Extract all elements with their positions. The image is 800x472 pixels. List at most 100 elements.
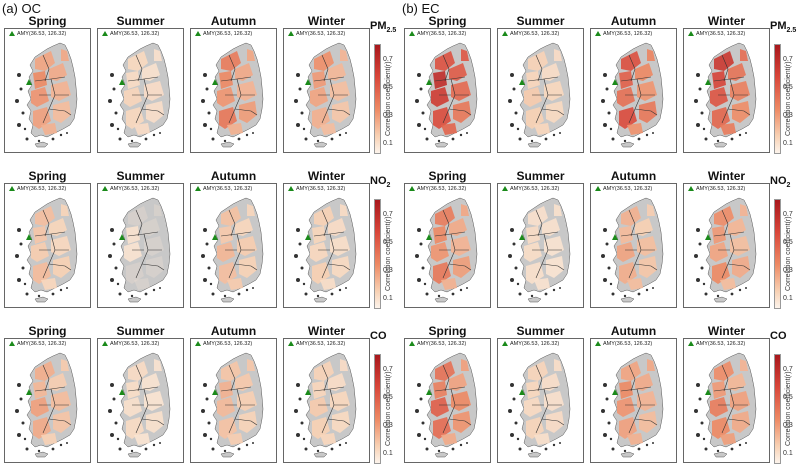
island bbox=[696, 123, 700, 127]
map-frame: AMY(36.53, 126.32) bbox=[283, 28, 370, 153]
correlation-region bbox=[219, 107, 237, 129]
island bbox=[745, 132, 747, 134]
triangle-icon bbox=[502, 341, 508, 346]
correlation-region bbox=[637, 236, 657, 256]
korea-map bbox=[601, 197, 664, 303]
island bbox=[17, 73, 21, 77]
colorbar-tick: 0.7 bbox=[383, 211, 393, 218]
island bbox=[700, 111, 704, 115]
correlation-region bbox=[534, 123, 550, 135]
correlation-region bbox=[219, 71, 233, 89]
correlation-region bbox=[320, 433, 336, 445]
island bbox=[51, 292, 55, 296]
island bbox=[512, 397, 516, 401]
correlation-region bbox=[332, 256, 350, 278]
station-marker-icon bbox=[612, 234, 618, 240]
island bbox=[417, 73, 421, 77]
station-legend: AMY(36.53, 126.32) bbox=[502, 341, 559, 347]
station-label-text: AMY(36.53, 126.32) bbox=[296, 341, 346, 347]
triangle-icon bbox=[502, 31, 508, 36]
colorbar-tick: 0.5 bbox=[783, 394, 793, 401]
island bbox=[611, 137, 615, 141]
map-frame: AMY(36.53, 126.32) bbox=[683, 28, 770, 153]
island bbox=[296, 278, 300, 282]
island bbox=[59, 133, 63, 137]
correlation-region bbox=[217, 397, 235, 417]
island bbox=[159, 132, 161, 134]
correlation-region bbox=[33, 381, 47, 399]
station-marker-icon bbox=[305, 79, 311, 85]
triangle-icon bbox=[688, 341, 694, 346]
triangle-icon bbox=[288, 186, 294, 191]
correlation-region bbox=[328, 218, 346, 236]
station-label-text: AMY(36.53, 126.32) bbox=[603, 341, 653, 347]
province-boundary bbox=[620, 54, 658, 124]
correlation-region bbox=[221, 361, 241, 381]
pollutant-label: NO2 bbox=[770, 175, 791, 190]
map-frame: AMY(36.53, 126.32) bbox=[683, 183, 770, 308]
jeju-island bbox=[313, 296, 328, 303]
map-frame: AMY(36.53, 126.32) bbox=[283, 338, 370, 463]
island bbox=[245, 288, 249, 292]
province-boundary bbox=[220, 54, 258, 124]
island bbox=[603, 278, 607, 282]
jeju-island bbox=[527, 451, 542, 458]
correlation-region bbox=[619, 71, 633, 89]
season-title: Summer bbox=[516, 169, 565, 183]
correlation-region bbox=[740, 49, 748, 61]
province-boundary bbox=[220, 209, 258, 279]
correlation-region bbox=[328, 63, 346, 81]
correlation-region bbox=[332, 411, 350, 433]
island bbox=[17, 433, 21, 437]
island bbox=[738, 443, 742, 447]
island bbox=[201, 409, 205, 413]
correlation-region bbox=[124, 87, 142, 107]
colorbar-tick: 0.5 bbox=[383, 84, 393, 91]
correlation-region bbox=[227, 123, 243, 135]
correlation-region bbox=[435, 361, 455, 381]
island bbox=[209, 437, 213, 441]
island bbox=[330, 447, 334, 451]
jeju-island bbox=[34, 451, 49, 458]
island bbox=[201, 99, 205, 103]
map-frame: AMY(36.53, 126.32) bbox=[97, 28, 184, 153]
island bbox=[300, 421, 304, 425]
season-title: Winter bbox=[307, 14, 346, 28]
island bbox=[25, 137, 29, 141]
island bbox=[345, 287, 347, 289]
island bbox=[116, 282, 120, 286]
jeju-island bbox=[527, 296, 542, 303]
colorbar-tick: 0.7 bbox=[783, 211, 793, 218]
correlation-region bbox=[51, 81, 71, 101]
row-no2: Spring AMY(36.53, 126.32) Summer AMY(36.53,… bbox=[0, 169, 400, 317]
correlation-region bbox=[312, 262, 330, 284]
island bbox=[15, 254, 19, 258]
correlation-region bbox=[310, 87, 328, 107]
correlation-region bbox=[146, 411, 164, 433]
jeju-island bbox=[220, 451, 235, 458]
island bbox=[696, 433, 700, 437]
island bbox=[652, 287, 654, 289]
correlation-region bbox=[639, 101, 657, 123]
island bbox=[112, 397, 116, 401]
correlation-region bbox=[128, 361, 148, 381]
station-legend: AMY(36.53, 126.32) bbox=[195, 186, 252, 192]
correlation-region bbox=[142, 63, 160, 81]
island bbox=[417, 383, 421, 387]
island bbox=[338, 133, 342, 137]
island bbox=[252, 287, 254, 289]
correlation-region bbox=[639, 256, 657, 278]
triangle-icon bbox=[102, 341, 108, 346]
island bbox=[419, 242, 423, 246]
season-title: Autumn bbox=[210, 169, 257, 183]
triangle-icon bbox=[102, 186, 108, 191]
triangle-icon bbox=[102, 31, 108, 36]
correlation-region bbox=[451, 391, 471, 411]
jeju-island bbox=[527, 141, 542, 148]
island bbox=[300, 111, 304, 115]
station-label-text: AMY(36.53, 126.32) bbox=[510, 341, 560, 347]
station-legend: AMY(36.53, 126.32) bbox=[595, 341, 652, 347]
island bbox=[611, 292, 615, 296]
correlation-region bbox=[524, 397, 542, 417]
colorbar-tick: 0.7 bbox=[783, 366, 793, 373]
